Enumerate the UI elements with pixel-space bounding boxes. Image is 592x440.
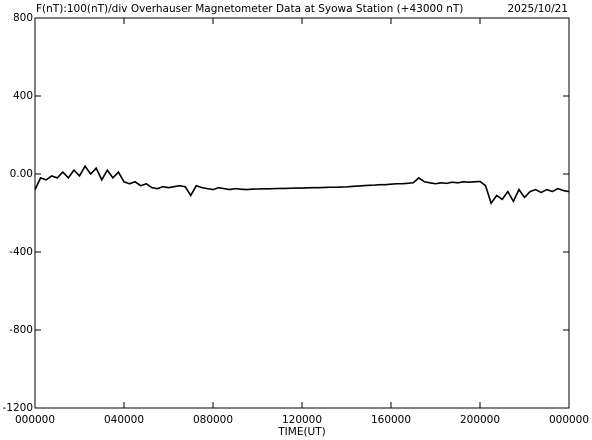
y-tick-label: -400 — [9, 246, 33, 258]
chart-title: F(nT):100(nT)/div Overhauser Magnetomete… — [36, 3, 463, 15]
x-tick-label: 000000 — [15, 414, 55, 426]
y-tick-label: 400 — [13, 90, 33, 102]
x-tick-label: 200000 — [460, 414, 500, 426]
x-axis-label: TIME(UT) — [277, 426, 326, 438]
x-tick-label: 000000 — [549, 414, 589, 426]
x-tick-label: 040000 — [104, 414, 144, 426]
y-tick-label: 800 — [13, 12, 33, 24]
plot-frame — [34, 17, 570, 409]
y-tick-label: -800 — [9, 324, 33, 336]
y-tick-label: -1200 — [2, 402, 33, 414]
data-line — [34, 164, 570, 206]
x-tick-label: 120000 — [282, 414, 322, 426]
x-tick-label: 080000 — [193, 414, 233, 426]
x-tick-label: 160000 — [371, 414, 411, 426]
chart-date: 2025/10/21 — [507, 3, 568, 15]
y-tick-label: 0.00 — [10, 168, 33, 180]
